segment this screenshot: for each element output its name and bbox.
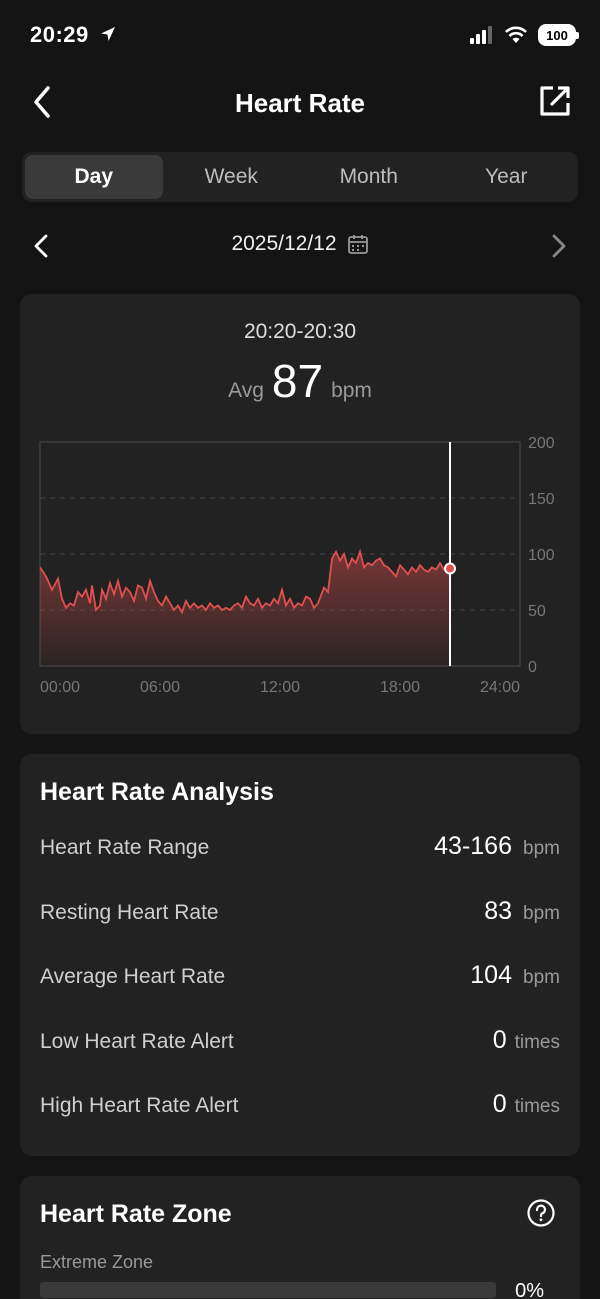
battery-level: 100 bbox=[546, 27, 568, 43]
stat-row-resting: Resting Heart Rate 83 bpm bbox=[40, 897, 560, 937]
calendar-icon bbox=[347, 235, 368, 254]
date-picker[interactable]: 2025/12/12 bbox=[0, 232, 600, 256]
back-icon[interactable] bbox=[28, 84, 58, 120]
avg-label: Avg bbox=[228, 379, 264, 402]
status-bar: 20:29 100 bbox=[0, 0, 600, 70]
y-tick-label: 0 bbox=[528, 659, 537, 676]
share-export-icon[interactable] bbox=[538, 84, 572, 118]
stat-label: Heart Rate Range bbox=[40, 836, 210, 859]
status-time: 20:29 bbox=[30, 22, 117, 48]
avg-value: 87 bbox=[271, 355, 324, 407]
heart-rate-chart-card: 20:20-20:30 Avg 87 bpm 0 50 100 150 200 00:00… bbox=[20, 294, 580, 734]
battery-icon: 100 bbox=[538, 24, 579, 46]
stat-unit: bpm bbox=[523, 967, 560, 988]
stat-unit: times bbox=[514, 1096, 560, 1117]
stat-unit: bpm bbox=[523, 903, 560, 924]
average-readout: Avg 87 bpm bbox=[20, 354, 580, 408]
tab-week[interactable]: Week bbox=[204, 165, 258, 188]
tab-day[interactable]: Day bbox=[25, 155, 163, 199]
y-tick-label: 100 bbox=[528, 547, 555, 564]
stat-value: 0 bbox=[492, 1026, 507, 1054]
x-tick-label: 06:00 bbox=[140, 679, 180, 696]
navigation-bar: Heart Rate bbox=[0, 72, 600, 132]
zone-extreme-percent: 0% bbox=[515, 1280, 544, 1299]
next-date-icon[interactable] bbox=[546, 232, 570, 260]
selected-time-range: 20:20-20:30 bbox=[243, 320, 357, 343]
stat-unit: times bbox=[514, 1032, 560, 1053]
heart-rate-chart[interactable]: 0 50 100 150 200 00:00 06:00 12:00 18:00 24:00 bbox=[20, 424, 580, 714]
date-label: 2025/12/12 bbox=[231, 232, 337, 255]
x-tick-label: 24:00 bbox=[480, 679, 520, 696]
heart-rate-area bbox=[40, 551, 450, 666]
period-tabs: Day Week Month Year bbox=[22, 152, 578, 202]
stat-label: High Heart Rate Alert bbox=[40, 1094, 239, 1117]
y-tick-label: 50 bbox=[528, 603, 546, 620]
heart-rate-zone-card: Heart Rate Zone Extreme Zone 0% bbox=[20, 1176, 580, 1299]
avg-unit: bpm bbox=[331, 379, 372, 402]
y-tick-label: 150 bbox=[528, 491, 555, 508]
stat-value: 0 bbox=[492, 1090, 507, 1118]
stat-row-range: Heart Rate Range 43-166 bpm bbox=[40, 832, 560, 872]
chart-cursor-point bbox=[444, 562, 456, 575]
stat-row-low-alert: Low Heart Rate Alert 0 times bbox=[40, 1026, 560, 1066]
x-tick-label: 12:00 bbox=[260, 679, 300, 696]
date-selector: 2025/12/12 bbox=[0, 226, 600, 266]
stat-row-high-alert: High Heart Rate Alert 0 times bbox=[40, 1090, 560, 1130]
heart-rate-analysis-card: Heart Rate Analysis Heart Rate Range 43-… bbox=[20, 754, 580, 1156]
previous-date-icon[interactable] bbox=[30, 232, 54, 260]
stat-label: Low Heart Rate Alert bbox=[40, 1030, 234, 1053]
x-tick-label: 00:00 bbox=[40, 679, 80, 696]
tab-year[interactable]: Year bbox=[485, 165, 528, 188]
stat-label: Average Heart Rate bbox=[40, 965, 226, 988]
signal-icon bbox=[470, 26, 492, 44]
stat-row-average: Average Heart Rate 104 bpm bbox=[40, 961, 560, 1001]
status-right: 100 bbox=[470, 24, 579, 46]
stat-label: Resting Heart Rate bbox=[40, 901, 219, 924]
analysis-title: Heart Rate Analysis bbox=[40, 778, 274, 806]
help-icon[interactable] bbox=[526, 1198, 556, 1228]
tab-month[interactable]: Month bbox=[339, 165, 398, 188]
x-tick-label: 18:00 bbox=[380, 679, 420, 696]
page-title: Heart Rate bbox=[234, 88, 366, 118]
wifi-icon bbox=[505, 26, 527, 43]
zone-extreme-label: Extreme Zone bbox=[40, 1252, 154, 1272]
status-time-text: 20:29 bbox=[30, 22, 89, 47]
stat-value: 104 bbox=[470, 961, 512, 989]
stat-unit: bpm bbox=[523, 838, 560, 859]
y-tick-label: 200 bbox=[528, 435, 555, 452]
zone-title: Heart Rate Zone bbox=[40, 1200, 232, 1228]
heart-rate-line bbox=[39, 548, 451, 615]
stat-value: 43-166 bbox=[434, 832, 512, 860]
zone-extreme-bar bbox=[40, 1282, 496, 1298]
location-arrow-icon bbox=[101, 27, 116, 41]
stat-value: 83 bbox=[484, 897, 512, 925]
